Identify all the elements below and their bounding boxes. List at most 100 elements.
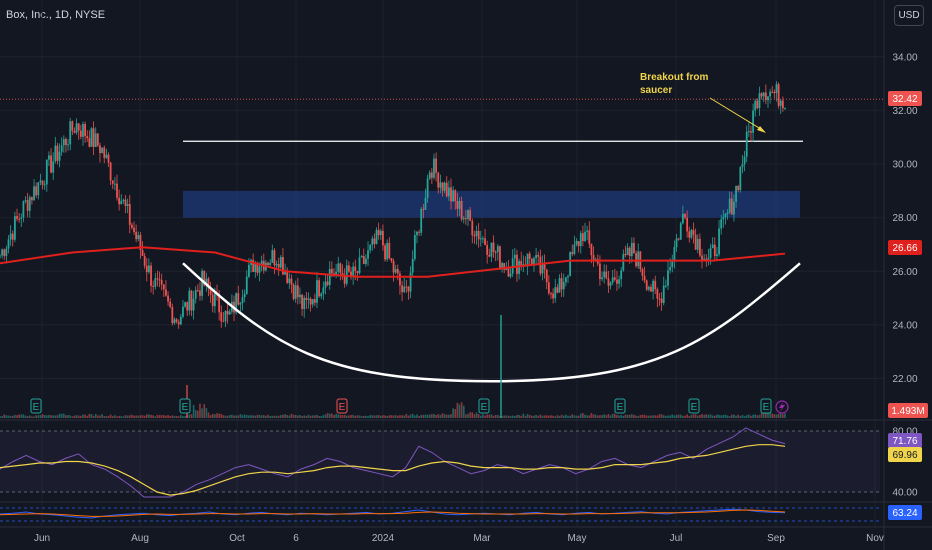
candle-body [213, 293, 216, 307]
candle-body [737, 185, 740, 191]
volume-bar [150, 414, 152, 418]
candle-body [684, 213, 686, 218]
candle-body [373, 238, 376, 244]
volume-bar [745, 415, 748, 418]
volume-bar [303, 415, 306, 418]
volume-bar [197, 410, 199, 418]
volume-bar [94, 414, 97, 418]
candle-body [267, 262, 269, 266]
candle-body [177, 321, 180, 325]
volume-bar [20, 414, 23, 418]
candle-body [301, 294, 303, 309]
candle-body [477, 230, 480, 240]
candle-body [18, 218, 21, 220]
candle-body [567, 275, 569, 278]
price-axis[interactable]: 22.00 24.00 26.00 28.00 30.00 32.00 34.00 80.00… [892, 52, 917, 498]
candle-body [239, 302, 242, 305]
volume-bar [7, 415, 10, 418]
volume-bar [552, 415, 554, 418]
currency-button[interactable]: USD [894, 5, 924, 26]
candle-body [256, 262, 259, 273]
candle-body [41, 180, 44, 185]
volume-bar [645, 415, 648, 418]
volume-bar [465, 414, 467, 418]
volume-bar [43, 415, 46, 418]
volume-bar [528, 414, 531, 418]
candle-body [128, 204, 131, 225]
candle-body [762, 92, 765, 97]
earnings-marker [760, 398, 772, 414]
volume-bar [154, 416, 157, 418]
candle-body [586, 230, 589, 232]
volume-bar [158, 415, 161, 418]
volume-bar [169, 415, 171, 418]
volume-bar [384, 415, 386, 418]
earnings-marker-label: E [691, 402, 698, 413]
candle-body [688, 231, 691, 238]
candle-body [692, 229, 695, 235]
candle-body [24, 200, 27, 202]
volume-bar [514, 415, 516, 418]
candle-body [720, 219, 723, 229]
candle-body [547, 282, 550, 294]
volume-bar [397, 415, 399, 418]
candle-body [277, 263, 280, 268]
candle-body [628, 247, 631, 257]
volume-bar [475, 412, 478, 418]
volume-bar [607, 414, 610, 418]
volume-bar [611, 413, 614, 418]
volume-bar [618, 415, 620, 418]
candle-body [279, 257, 282, 268]
volume-bar [637, 416, 640, 418]
candle-body [750, 131, 752, 133]
volume-bar [499, 415, 501, 418]
candle-body [369, 244, 372, 251]
candle-body [318, 280, 321, 297]
candle-body [492, 242, 495, 252]
volume-bar [88, 414, 91, 418]
candle-body [360, 256, 363, 258]
time-axis[interactable]: Jun Aug Oct 6 2024 Mar May Jul Sep Nov [34, 533, 884, 544]
candle-body [771, 91, 774, 93]
volume-bar [660, 414, 663, 418]
volume-bar [28, 415, 31, 418]
candle-body [190, 290, 193, 311]
lightning-icon[interactable] [775, 400, 789, 414]
price-tick-label: 32.00 [892, 106, 917, 117]
candle-body [237, 293, 240, 305]
candle-body [86, 136, 89, 139]
volume-bar [131, 414, 133, 418]
volume-bar [667, 415, 669, 418]
volume-bar [779, 412, 782, 418]
volume-bar [594, 414, 597, 418]
volume-bar [390, 415, 393, 418]
volume-bar [16, 415, 18, 418]
volume-bar [275, 415, 278, 418]
volume-bar [256, 414, 259, 418]
volume-bar [92, 415, 95, 418]
volume-bar [339, 414, 342, 418]
volume-bar [575, 415, 578, 418]
volume-bar [218, 413, 220, 418]
candle-body [760, 93, 763, 97]
volume-bar [392, 415, 395, 418]
candle-body [622, 254, 625, 271]
volume-bar [524, 415, 527, 418]
volume-bar [143, 415, 146, 418]
candle-body [75, 123, 78, 133]
candle-body [705, 258, 708, 260]
candle-body [284, 271, 286, 275]
candle-body [31, 197, 33, 201]
volume-bar [750, 415, 752, 418]
candle-body [505, 268, 508, 270]
volume-bar [352, 414, 354, 418]
candle-body [218, 293, 221, 313]
volume-bar [682, 415, 684, 418]
volume-bar [752, 414, 754, 418]
volume-bar [128, 415, 131, 418]
candle-body [99, 145, 101, 154]
candle-body [730, 198, 733, 215]
candle-body [228, 311, 231, 315]
volume-bar [599, 415, 601, 418]
